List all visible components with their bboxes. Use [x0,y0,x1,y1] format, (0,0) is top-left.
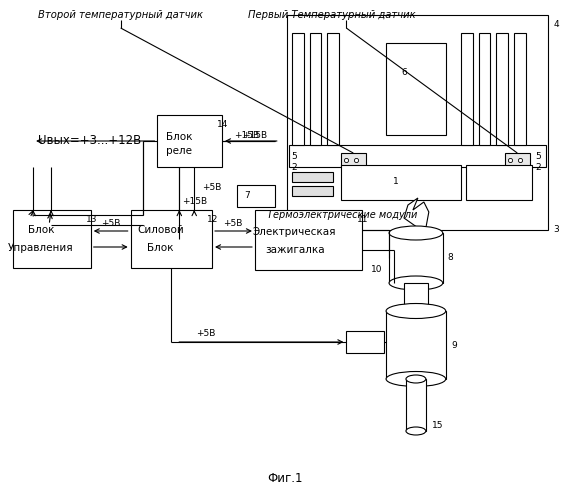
Text: Фиг.1: Фиг.1 [267,472,302,484]
Text: 8: 8 [448,254,454,262]
Text: 12: 12 [207,215,218,224]
Text: 15: 15 [432,422,443,430]
Bar [460,33,472,145]
Bar [130,210,212,268]
Ellipse shape [406,427,426,435]
Bar [389,233,443,283]
Bar [341,153,366,167]
Text: Блок: Блок [28,225,54,235]
Bar [386,43,446,135]
Text: реле: реле [166,146,192,156]
Ellipse shape [386,304,446,318]
Bar [386,311,446,379]
Text: 11: 11 [357,215,369,224]
Text: +5В: +5В [202,182,222,192]
Text: Электрическая: Электрическая [253,227,336,237]
Text: 2: 2 [535,163,541,172]
Bar [291,33,303,145]
Text: 7: 7 [244,192,250,200]
Text: Блок: Блок [166,132,193,142]
Text: 10: 10 [371,266,383,274]
Text: 4: 4 [553,20,558,29]
Bar [514,33,526,145]
Text: 2: 2 [292,163,298,172]
Text: 1: 1 [393,178,399,186]
Text: +15В: +15В [183,198,208,206]
Text: +5В: +5В [196,330,216,338]
Text: 14: 14 [217,120,229,129]
Text: +5В: +5В [101,220,120,228]
Bar [13,210,91,268]
Bar [466,165,532,200]
Text: Первый Температурный датчик: Первый Температурный датчик [248,10,415,20]
Bar [158,115,222,167]
Bar [237,185,275,207]
Text: 5: 5 [292,152,298,161]
Bar [346,331,384,353]
Text: Силовой: Силовой [137,225,184,235]
Bar [479,33,490,145]
Polygon shape [404,198,429,230]
Bar [291,172,333,182]
Text: Второй температурный датчик: Второй температурный датчик [38,10,203,20]
Bar [327,33,340,145]
Text: 6: 6 [401,68,407,77]
Ellipse shape [406,375,426,383]
Bar [406,379,426,431]
Bar [287,15,548,230]
Text: 9: 9 [452,340,458,349]
Ellipse shape [389,226,443,240]
Bar [505,153,530,167]
Text: +5В: +5В [223,220,243,228]
Text: Управления: Управления [9,243,74,253]
Text: 3: 3 [553,226,559,234]
Bar [255,210,362,270]
Text: Uвых=+3...+12В: Uвых=+3...+12В [38,134,142,147]
Text: 5: 5 [535,152,541,161]
Ellipse shape [389,276,443,290]
Bar [310,33,321,145]
Ellipse shape [386,372,446,386]
Bar [497,33,509,145]
Text: Блок: Блок [147,243,174,253]
Text: Термоэлектрические модули: Термоэлектрические модули [267,210,417,220]
Text: +15В: +15В [234,130,260,140]
Bar [404,283,428,311]
Bar [341,165,460,200]
Bar [291,186,333,196]
Text: 13: 13 [86,215,98,224]
Bar [289,145,546,167]
Text: зажигалка: зажигалка [265,245,324,255]
Text: +15В: +15В [242,130,268,140]
